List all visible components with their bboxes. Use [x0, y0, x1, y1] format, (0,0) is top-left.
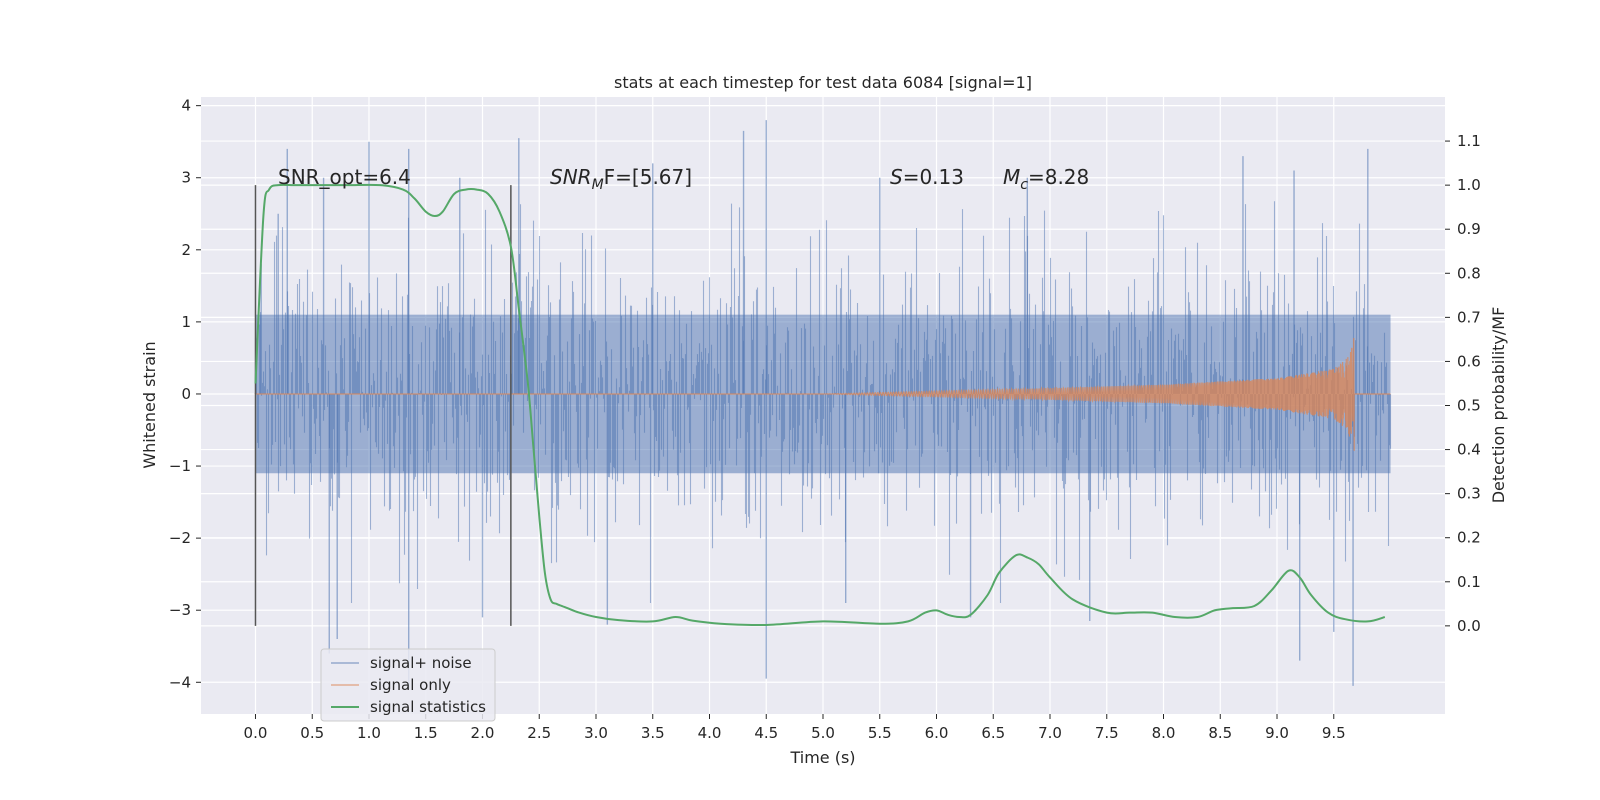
annotation-mc: Mc=8.28: [1003, 165, 1089, 193]
y-right-tick-label-2: 0.2: [1457, 529, 1481, 547]
x-tick-label-5: 2.5: [527, 724, 551, 742]
x-tick-label-2: 1.0: [357, 724, 381, 742]
y-right-tick-label-7: 0.7: [1457, 308, 1481, 326]
x-tick-label-0: 0.0: [244, 724, 268, 742]
legend-label-signal-noise: signal+ noise: [370, 654, 472, 672]
y-right-tick-label-4: 0.4: [1457, 441, 1481, 459]
x-tick-label-11: 5.5: [868, 724, 892, 742]
x-tick-label-18: 9.0: [1265, 724, 1289, 742]
x-tick-label-7: 3.5: [641, 724, 665, 742]
x-tick-label-17: 8.5: [1208, 724, 1232, 742]
legend: signal+ noise signal only signal statist…: [320, 648, 496, 722]
x-tick-label-3: 1.5: [414, 724, 438, 742]
x-tick-label-8: 4.0: [698, 724, 722, 742]
annotation-snr-mf: SNRMF=[5.67]: [550, 165, 692, 193]
y-right-tick-label-10: 1.0: [1457, 176, 1481, 194]
annotation-s-rest: =0.13: [903, 165, 964, 189]
y-right-tick-label-5: 0.5: [1457, 397, 1481, 415]
vertical-markers: [254, 185, 512, 626]
x-tick-label-10: 5.0: [811, 724, 835, 742]
annotation-mc-rest: =8.28: [1028, 165, 1089, 189]
y-left-tick-label-4: 0: [181, 385, 191, 403]
x-axis: 0.0 0.5 1.0 1.5 2.0 2.5 3.0 3.5 4.0 4.5 5.0 5.5 6.0 6…: [244, 714, 1346, 742]
x-tick-label-4: 2.0: [471, 724, 495, 742]
annotation-mc-sub: c: [1020, 177, 1028, 193]
y-axis-right: 0.0 0.1 0.2 0.3 0.4 0.5 0.6 0.7 0.8 0.9 1.0 1.1: [1445, 132, 1481, 635]
legend-label-signal-statistics: signal statistics: [370, 698, 486, 716]
x-tick-label-9: 4.5: [754, 724, 778, 742]
y-left-tick-label-8: 4: [181, 97, 191, 115]
y-right-tick-label-11: 1.1: [1457, 132, 1481, 150]
legend-box: [320, 648, 496, 722]
x-tick-label-12: 6.0: [925, 724, 949, 742]
x-axis-label: Time (s): [789, 748, 855, 767]
y-right-tick-label-6: 0.6: [1457, 352, 1481, 370]
x-tick-label-19: 9.5: [1322, 724, 1346, 742]
annotation-mc-base: M: [1003, 165, 1020, 189]
x-tick-label-6: 3.0: [584, 724, 608, 742]
y-axis-left: −4 −3 −2 −1 0 1 2 3 4: [169, 97, 201, 691]
signal-only-trace: [254, 337, 1391, 451]
y-left-tick-label-5: 1: [181, 313, 191, 331]
y-left-tick-label-1: −3: [169, 601, 191, 619]
y-right-tick-label-9: 0.9: [1457, 220, 1481, 238]
y-left-tick-label-6: 2: [181, 241, 191, 259]
x-tick-label-1: 0.5: [300, 724, 324, 742]
signal-statistics-trace: [254, 183, 1386, 627]
y-left-tick-label-2: −2: [169, 529, 191, 547]
y-left-tick-label-3: −1: [169, 457, 191, 475]
annotation-snr-opt: SNR_opt=6.4: [278, 165, 411, 189]
y-axis-label-right: Detection probability/MF: [1489, 307, 1508, 504]
x-tick-label-16: 8.0: [1152, 724, 1176, 742]
y-axis-label-left: Whitened strain: [140, 341, 159, 468]
y-right-tick-label-8: 0.8: [1457, 264, 1481, 282]
chart-title: stats at each timestep for test data 608…: [614, 73, 1032, 92]
x-tick-label-14: 7.0: [1038, 724, 1062, 742]
y-right-tick-label-1: 0.1: [1457, 573, 1481, 591]
annotation-snr-mf-base: SNR: [550, 165, 592, 189]
legend-label-signal-only: signal only: [370, 676, 451, 694]
x-tick-label-13: 6.5: [981, 724, 1005, 742]
annotation-s: S=0.13: [890, 165, 964, 189]
y-right-tick-label-3: 0.3: [1457, 485, 1481, 503]
y-left-tick-label-0: −4: [169, 673, 191, 691]
annotation-s-base: S: [890, 165, 903, 189]
x-tick-label-15: 7.5: [1095, 724, 1119, 742]
annotation-snr-mf-rest: F=[5.67]: [604, 165, 692, 189]
signal-statistics-series: [254, 183, 1386, 627]
y-right-tick-label-0: 0.0: [1457, 617, 1481, 635]
y-left-tick-label-7: 3: [181, 169, 191, 187]
signal-only-series: [254, 337, 1391, 451]
annotation-snr-mf-sub: M: [592, 177, 604, 193]
